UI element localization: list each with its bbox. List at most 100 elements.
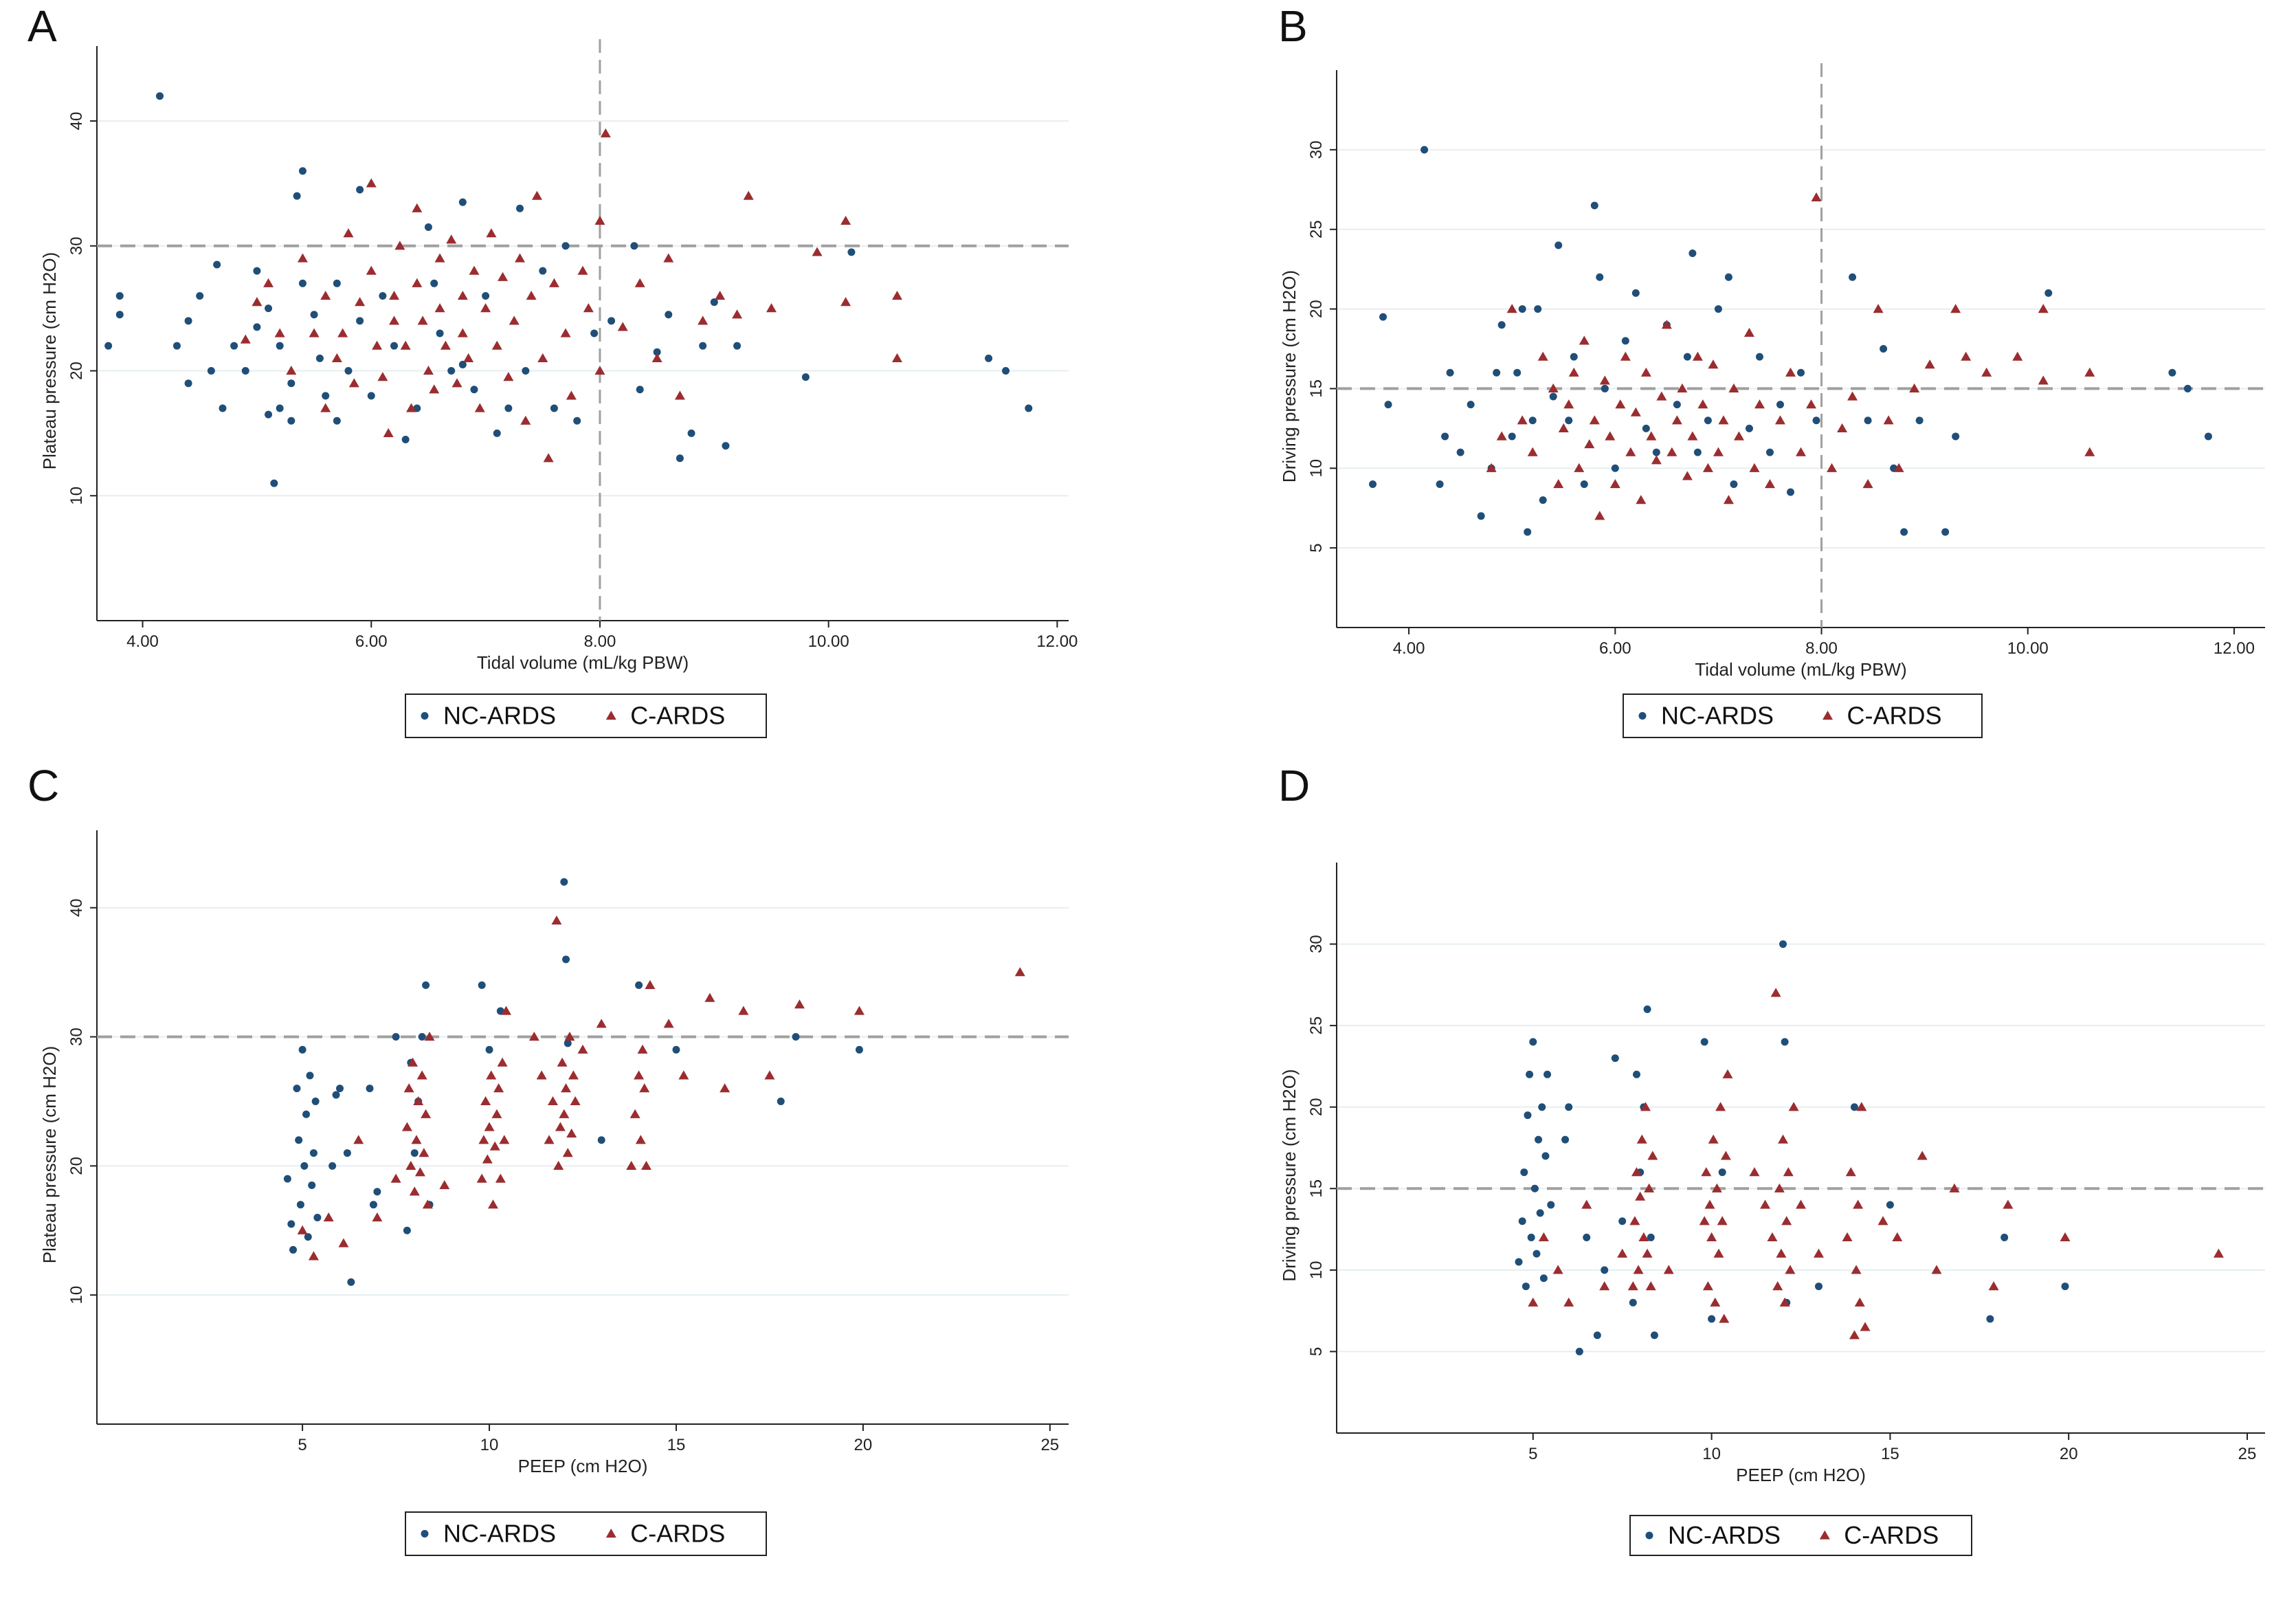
data-point (480, 1096, 491, 1106)
data-point (356, 317, 364, 325)
y-tick-label: 10 (67, 1286, 86, 1305)
data-point (1643, 1005, 1651, 1013)
data-point (1755, 353, 1763, 361)
data-point (1601, 1266, 1609, 1274)
data-point (400, 340, 411, 350)
data-point (1683, 353, 1691, 361)
data-point (1764, 478, 1775, 489)
data-point (1541, 1152, 1550, 1160)
data-point (1718, 1168, 1726, 1177)
x-tick-label: 6.00 (355, 632, 388, 651)
series-c-ards (1486, 192, 2095, 520)
data-point (482, 291, 490, 300)
data-point (1436, 480, 1444, 488)
data-point (1518, 305, 1526, 313)
legend-c-marker (605, 711, 616, 720)
data-point (1986, 1315, 1994, 1323)
data-point (1574, 463, 1585, 472)
data-point (366, 1085, 374, 1093)
data-point (377, 372, 388, 381)
data-point (1539, 496, 1547, 504)
data-point (1862, 478, 1873, 489)
data-point (1611, 464, 1619, 472)
data-point (1849, 1330, 1860, 1340)
x-tick-label: 25 (2238, 1445, 2257, 1463)
data-point (338, 1238, 349, 1247)
data-point (2084, 367, 2095, 377)
data-point (446, 234, 457, 244)
data-point (1849, 273, 1857, 281)
data-point (1632, 1070, 1640, 1078)
data-point (373, 1188, 381, 1196)
data-point (356, 186, 364, 194)
data-point (539, 267, 547, 275)
y-tick-label: 20 (1307, 1098, 1326, 1116)
data-point (1856, 1102, 1867, 1111)
data-point (503, 372, 514, 381)
y-tick-label: 10 (1307, 1261, 1326, 1280)
x-tick-label: 10.00 (808, 632, 849, 651)
data-point (1379, 313, 1387, 321)
data-point (1693, 448, 1702, 456)
data-point (1563, 399, 1574, 409)
data-point (794, 999, 805, 1009)
data-point (548, 278, 559, 287)
data-point (308, 1181, 316, 1190)
data-point (320, 403, 331, 412)
data-point (263, 278, 274, 287)
x-tick-label: 5 (1528, 1445, 1537, 1463)
legend: NC-ARDS C-ARDS (1623, 693, 1983, 738)
data-point (298, 167, 306, 175)
data-point (2044, 289, 2053, 297)
data-point (410, 1149, 419, 1157)
data-point (1842, 1232, 1853, 1242)
panel-c: C 10 20 30 40 5 10 15 20 25 PEEP (cm H2O) Plateau p… (27, 761, 1069, 1556)
data-point (1788, 1102, 1799, 1111)
x-tick-label: 15 (667, 1436, 686, 1454)
data-point (252, 297, 263, 307)
data-point (343, 228, 354, 238)
data-point (408, 1057, 419, 1067)
data-point (241, 367, 249, 375)
data-point (1701, 1167, 1712, 1177)
data-point (297, 253, 308, 263)
data-point (1730, 480, 1738, 488)
data-point (230, 342, 238, 350)
data-point (1575, 1347, 1583, 1355)
data-point (478, 1135, 489, 1144)
x-tick-label: 20 (854, 1436, 873, 1454)
data-point (414, 1167, 425, 1177)
data-point (1713, 1248, 1724, 1258)
data-point (309, 328, 320, 337)
data-point (422, 981, 430, 989)
data-point (298, 279, 306, 287)
data-point (476, 1173, 487, 1183)
data-point (1886, 1201, 1894, 1209)
data-point (405, 403, 416, 412)
data-point (1025, 404, 1033, 412)
data-point (629, 1109, 640, 1118)
series-nc-ards (283, 878, 863, 1286)
data-point (2000, 1233, 2009, 1241)
data-point (738, 1006, 749, 1015)
data-point (1847, 391, 1858, 401)
data-point (1513, 368, 1522, 377)
data-point (594, 215, 605, 225)
data-point (1778, 1134, 1789, 1144)
data-point (1647, 1151, 1658, 1160)
data-point (486, 1070, 497, 1080)
data-point (1702, 1281, 1713, 1291)
data-point (1785, 1265, 1796, 1274)
data-point (1609, 478, 1620, 489)
panel-letter: D (1278, 761, 1310, 810)
data-point (1779, 1297, 1790, 1307)
data-point (543, 453, 554, 463)
data-point (369, 1201, 377, 1209)
data-point (743, 190, 754, 200)
data-point (1699, 1216, 1710, 1225)
data-point (1949, 1183, 1960, 1192)
panel-b: B 5 10 15 20 25 30 4.00 6.00 8.00 10.00 12.00 Tidal … (1278, 1, 2265, 738)
data-point (1860, 1322, 1871, 1331)
y-axis-title: Plateau pressure (cm H2O) (39, 1046, 60, 1263)
data-point (1590, 201, 1598, 210)
